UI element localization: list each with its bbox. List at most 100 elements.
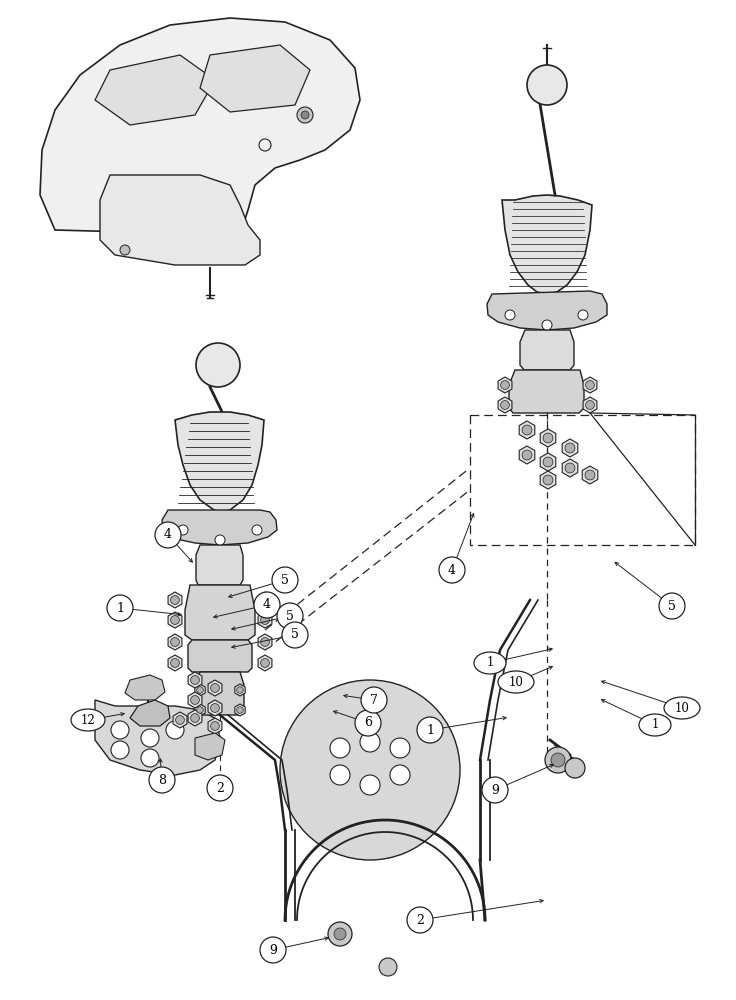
- Polygon shape: [258, 655, 272, 671]
- Polygon shape: [540, 453, 556, 471]
- Circle shape: [439, 557, 465, 583]
- Circle shape: [522, 450, 532, 460]
- Circle shape: [120, 245, 130, 255]
- Circle shape: [545, 747, 571, 773]
- Circle shape: [542, 320, 552, 330]
- Circle shape: [586, 381, 595, 389]
- Circle shape: [207, 775, 233, 801]
- Circle shape: [260, 937, 286, 963]
- Text: 9: 9: [269, 944, 277, 956]
- Polygon shape: [175, 412, 264, 512]
- Circle shape: [334, 928, 346, 940]
- Polygon shape: [540, 471, 556, 489]
- Polygon shape: [195, 684, 205, 696]
- Text: 5: 5: [291, 629, 299, 642]
- Circle shape: [196, 343, 240, 387]
- Polygon shape: [487, 291, 607, 330]
- Polygon shape: [498, 377, 512, 393]
- Polygon shape: [498, 397, 512, 413]
- Circle shape: [261, 616, 269, 624]
- Circle shape: [171, 638, 180, 646]
- Polygon shape: [168, 634, 182, 650]
- Polygon shape: [520, 330, 574, 370]
- Circle shape: [379, 958, 397, 976]
- Circle shape: [417, 717, 443, 743]
- Text: 7: 7: [370, 694, 378, 706]
- Circle shape: [210, 722, 219, 730]
- Circle shape: [178, 525, 188, 535]
- Circle shape: [141, 749, 159, 767]
- Circle shape: [171, 616, 180, 624]
- Circle shape: [565, 758, 585, 778]
- Circle shape: [191, 676, 199, 684]
- Text: 4: 4: [263, 598, 271, 611]
- Circle shape: [111, 741, 129, 759]
- Polygon shape: [196, 672, 244, 715]
- Circle shape: [166, 721, 184, 739]
- Polygon shape: [188, 640, 252, 672]
- Circle shape: [252, 525, 262, 535]
- Polygon shape: [583, 377, 597, 393]
- Polygon shape: [173, 712, 187, 728]
- Circle shape: [237, 687, 244, 693]
- Polygon shape: [519, 446, 535, 464]
- Text: 8: 8: [158, 774, 166, 786]
- Circle shape: [210, 684, 219, 692]
- Circle shape: [107, 595, 133, 621]
- Text: 2: 2: [216, 782, 224, 794]
- Polygon shape: [235, 684, 245, 696]
- Circle shape: [277, 603, 303, 629]
- Polygon shape: [195, 704, 205, 716]
- Polygon shape: [168, 655, 182, 671]
- Text: 2: 2: [416, 914, 424, 926]
- Circle shape: [197, 687, 203, 693]
- Polygon shape: [509, 370, 584, 413]
- Text: 9: 9: [491, 784, 499, 796]
- Polygon shape: [208, 700, 222, 716]
- Polygon shape: [188, 710, 202, 726]
- Polygon shape: [196, 545, 243, 585]
- Circle shape: [522, 425, 532, 435]
- Text: 4: 4: [448, 564, 456, 576]
- Ellipse shape: [474, 652, 506, 674]
- Circle shape: [191, 696, 199, 704]
- Circle shape: [390, 765, 410, 785]
- Polygon shape: [540, 429, 556, 447]
- Text: 5: 5: [286, 609, 294, 622]
- Polygon shape: [208, 680, 222, 696]
- Circle shape: [360, 775, 380, 795]
- Text: 10: 10: [509, 676, 523, 688]
- Circle shape: [171, 659, 180, 667]
- Circle shape: [282, 622, 308, 648]
- Polygon shape: [208, 718, 222, 734]
- Polygon shape: [502, 195, 592, 294]
- Text: 10: 10: [675, 702, 690, 714]
- Polygon shape: [583, 397, 597, 413]
- Polygon shape: [188, 672, 202, 688]
- Circle shape: [155, 522, 181, 548]
- Polygon shape: [195, 733, 225, 760]
- Ellipse shape: [664, 697, 700, 719]
- Circle shape: [578, 310, 588, 320]
- Circle shape: [111, 721, 129, 739]
- Circle shape: [361, 687, 387, 713]
- Polygon shape: [95, 700, 220, 775]
- Circle shape: [197, 707, 203, 713]
- Polygon shape: [162, 510, 277, 545]
- Circle shape: [215, 535, 225, 545]
- Polygon shape: [562, 459, 578, 477]
- Polygon shape: [100, 175, 260, 265]
- Circle shape: [482, 777, 508, 803]
- Circle shape: [141, 729, 159, 747]
- Polygon shape: [582, 466, 598, 484]
- Text: 5: 5: [281, 574, 289, 586]
- Circle shape: [330, 765, 350, 785]
- Polygon shape: [519, 421, 535, 439]
- Circle shape: [390, 738, 410, 758]
- Circle shape: [407, 907, 433, 933]
- Text: 6: 6: [364, 716, 372, 730]
- Circle shape: [585, 470, 595, 480]
- Wedge shape: [280, 680, 460, 860]
- Polygon shape: [168, 592, 182, 608]
- Circle shape: [505, 310, 515, 320]
